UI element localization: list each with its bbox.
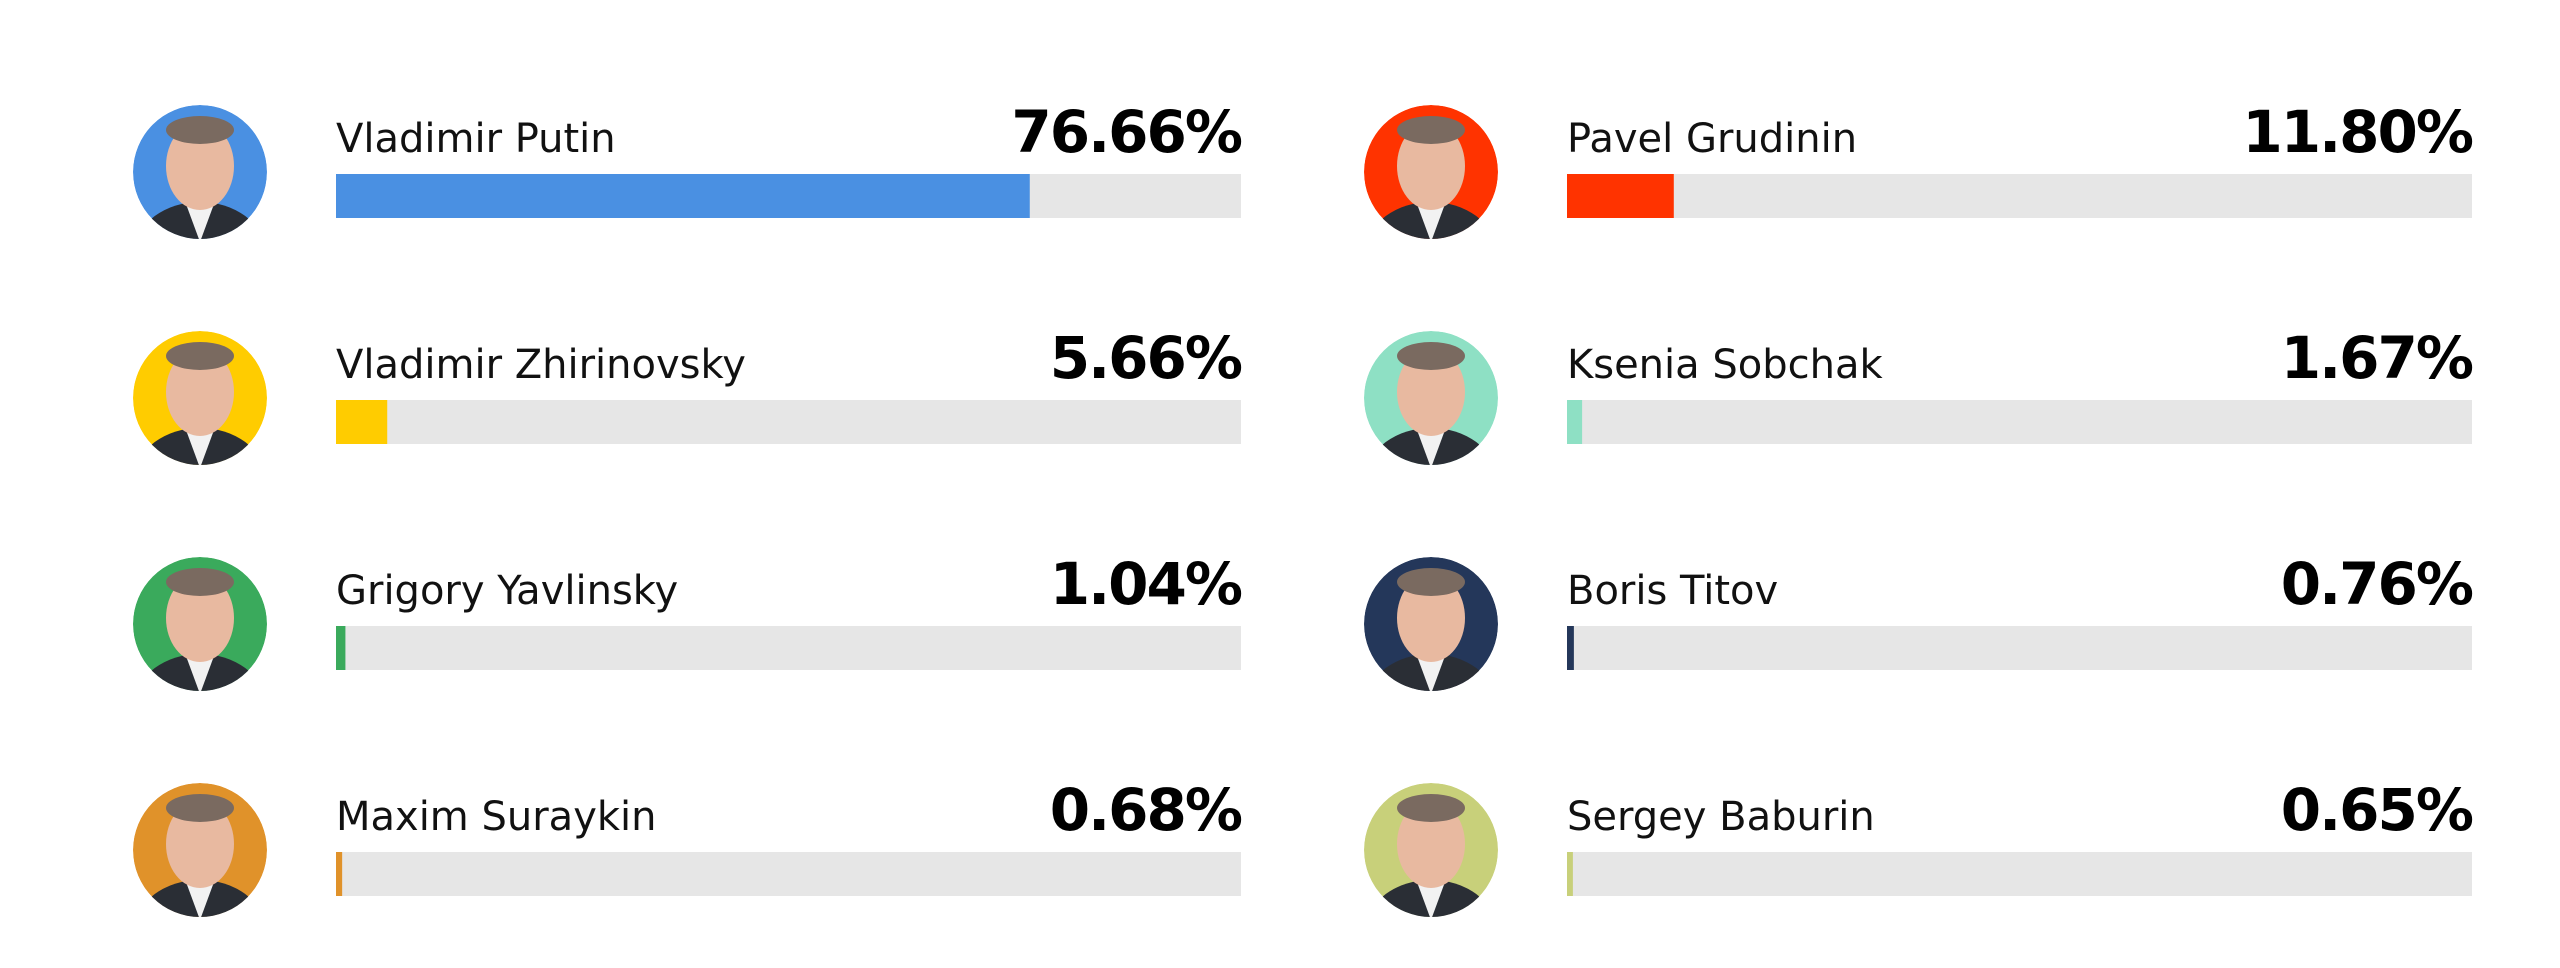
value-label: 0.76% xyxy=(2281,550,2473,618)
value-label: 11.80% xyxy=(2242,98,2472,166)
bar-track xyxy=(1567,400,2472,444)
candidate-name: Sergey Baburin xyxy=(1567,794,1875,840)
portrait-hair xyxy=(166,794,234,822)
candidate-name: Grigory Yavlinsky xyxy=(336,568,678,614)
portrait-body xyxy=(136,428,264,465)
bar xyxy=(336,852,343,896)
candidate-row: Maxim Suraykin 0.68% xyxy=(133,776,1244,917)
portrait-hair xyxy=(1397,342,1465,370)
bar xyxy=(1567,626,1574,670)
portrait xyxy=(1364,105,1498,239)
bar-track xyxy=(1567,626,2472,670)
portrait-face xyxy=(166,574,234,662)
portrait-face xyxy=(166,122,234,210)
portrait-face xyxy=(1397,800,1465,888)
candidate-name: Vladimir Putin xyxy=(336,116,616,162)
portrait-hair xyxy=(166,342,234,370)
portrait xyxy=(133,105,267,239)
portrait-shirt xyxy=(186,882,214,917)
portrait-face xyxy=(1397,348,1465,436)
value-label: 5.66% xyxy=(1050,324,1242,392)
portrait-body xyxy=(136,202,264,239)
portrait xyxy=(133,783,267,917)
portrait xyxy=(1364,557,1498,691)
portrait-face xyxy=(166,800,234,888)
portrait-hair xyxy=(1397,116,1465,144)
portrait-shirt xyxy=(1417,656,1445,691)
portrait-face xyxy=(1397,122,1465,210)
portrait-body xyxy=(136,654,264,691)
portrait-hair xyxy=(1397,568,1465,596)
candidate-row: Ksenia Sobchak 1.67% xyxy=(1364,324,2475,465)
portrait-hair xyxy=(166,116,234,144)
candidate-row: Vladimir Putin 76.66% xyxy=(133,98,1244,239)
portrait-face xyxy=(1397,574,1465,662)
candidate-row: Boris Titov 0.76% xyxy=(1364,550,2475,691)
portrait xyxy=(1364,783,1498,917)
bar xyxy=(1567,400,1583,444)
bar-track xyxy=(1567,852,2472,896)
value-label: 0.68% xyxy=(1050,776,1242,844)
bar xyxy=(336,174,1030,218)
candidate-row: Pavel Grudinin 11.80% xyxy=(1364,98,2475,239)
candidate-name: Maxim Suraykin xyxy=(336,794,657,840)
bar xyxy=(336,626,346,670)
bar-track xyxy=(336,400,1241,444)
portrait xyxy=(1364,331,1498,465)
value-label: 76.66% xyxy=(1011,98,1241,166)
value-label: 1.67% xyxy=(2281,324,2473,392)
candidate-name: Boris Titov xyxy=(1567,568,1778,614)
portrait-shirt xyxy=(186,430,214,465)
candidate-name: Vladimir Zhirinovsky xyxy=(336,342,746,388)
portrait-shirt xyxy=(186,204,214,239)
bar xyxy=(336,400,388,444)
portrait-hair xyxy=(1397,794,1465,822)
portrait-body xyxy=(1367,654,1495,691)
portrait xyxy=(133,331,267,465)
portrait-hair xyxy=(166,568,234,596)
bar-track xyxy=(1567,174,2472,218)
candidate-row: Grigory Yavlinsky 1.04% xyxy=(133,550,1244,691)
portrait-shirt xyxy=(1417,882,1445,917)
portrait-body xyxy=(1367,428,1495,465)
portrait-body xyxy=(1367,880,1495,917)
portrait-shirt xyxy=(1417,204,1445,239)
candidate-name: Ksenia Sobchak xyxy=(1567,342,1883,388)
portrait-face xyxy=(166,348,234,436)
portrait-shirt xyxy=(1417,430,1445,465)
bar xyxy=(1567,174,1674,218)
portrait-shirt xyxy=(186,656,214,691)
candidate-row: Sergey Baburin 0.65% xyxy=(1364,776,2475,917)
bar-track xyxy=(336,852,1241,896)
bar xyxy=(1567,852,1573,896)
candidate-row: Vladimir Zhirinovsky 5.66% xyxy=(133,324,1244,465)
value-label: 1.04% xyxy=(1050,550,1242,618)
value-label: 0.65% xyxy=(2281,776,2473,844)
portrait-body xyxy=(136,880,264,917)
candidate-name: Pavel Grudinin xyxy=(1567,116,1857,162)
bar-track xyxy=(336,626,1241,670)
portrait xyxy=(133,557,267,691)
portrait-body xyxy=(1367,202,1495,239)
